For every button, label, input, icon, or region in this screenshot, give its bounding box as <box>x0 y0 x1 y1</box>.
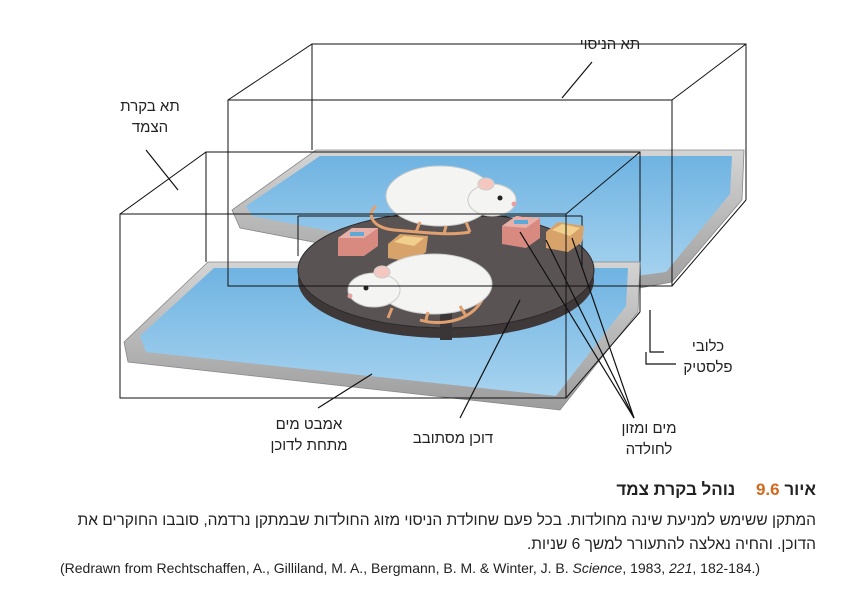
experimental-chamber-front <box>227 43 747 287</box>
figure-title: נוהל בקרת צמד <box>616 480 736 499</box>
water-box-right <box>502 216 540 248</box>
experimental-chamber-back <box>227 43 747 200</box>
credit-volume: 221 <box>669 560 693 576</box>
figure-credit: (Redrawn from Rechtschaffen, A., Gillila… <box>60 560 820 576</box>
sleep-deprivation-apparatus-diagram <box>119 43 747 419</box>
figure-number: 9.6 <box>755 480 780 499</box>
label-rotating-platform: דוכן מסתובב <box>412 430 494 447</box>
control-chamber-back <box>119 151 641 312</box>
credit-suffix: , 182-184.) <box>692 560 761 576</box>
rat-front <box>347 253 493 324</box>
label-water-food: מים ומזון לחולדה <box>621 420 677 458</box>
credit-mid: , 1983, <box>622 560 670 576</box>
figure-word: איור <box>784 480 816 499</box>
label-water-bath: אמבט מים מתחת לדוכן <box>270 416 348 454</box>
rat-back <box>370 165 517 236</box>
label-plastic-cages: כלובי פלסטיק <box>683 338 733 376</box>
label-control-chamber: תא בקרת הצמד <box>120 98 180 136</box>
figure-caption-title: איור 9.6 נוהל בקרת צמד <box>616 480 816 500</box>
credit-journal: Science <box>572 560 623 576</box>
label-experimental-chamber: תא הניסוי <box>579 36 641 53</box>
credit-prefix: (Redrawn from Rechtschaffen, A., Gillila… <box>60 560 573 576</box>
figure-caption-body: המתקן ששימש למניעת שינה מחולדות. בכל פעם… <box>77 512 816 553</box>
food-water-boxes <box>338 216 584 262</box>
leader-lines <box>145 61 676 419</box>
water-box-left <box>338 228 378 256</box>
